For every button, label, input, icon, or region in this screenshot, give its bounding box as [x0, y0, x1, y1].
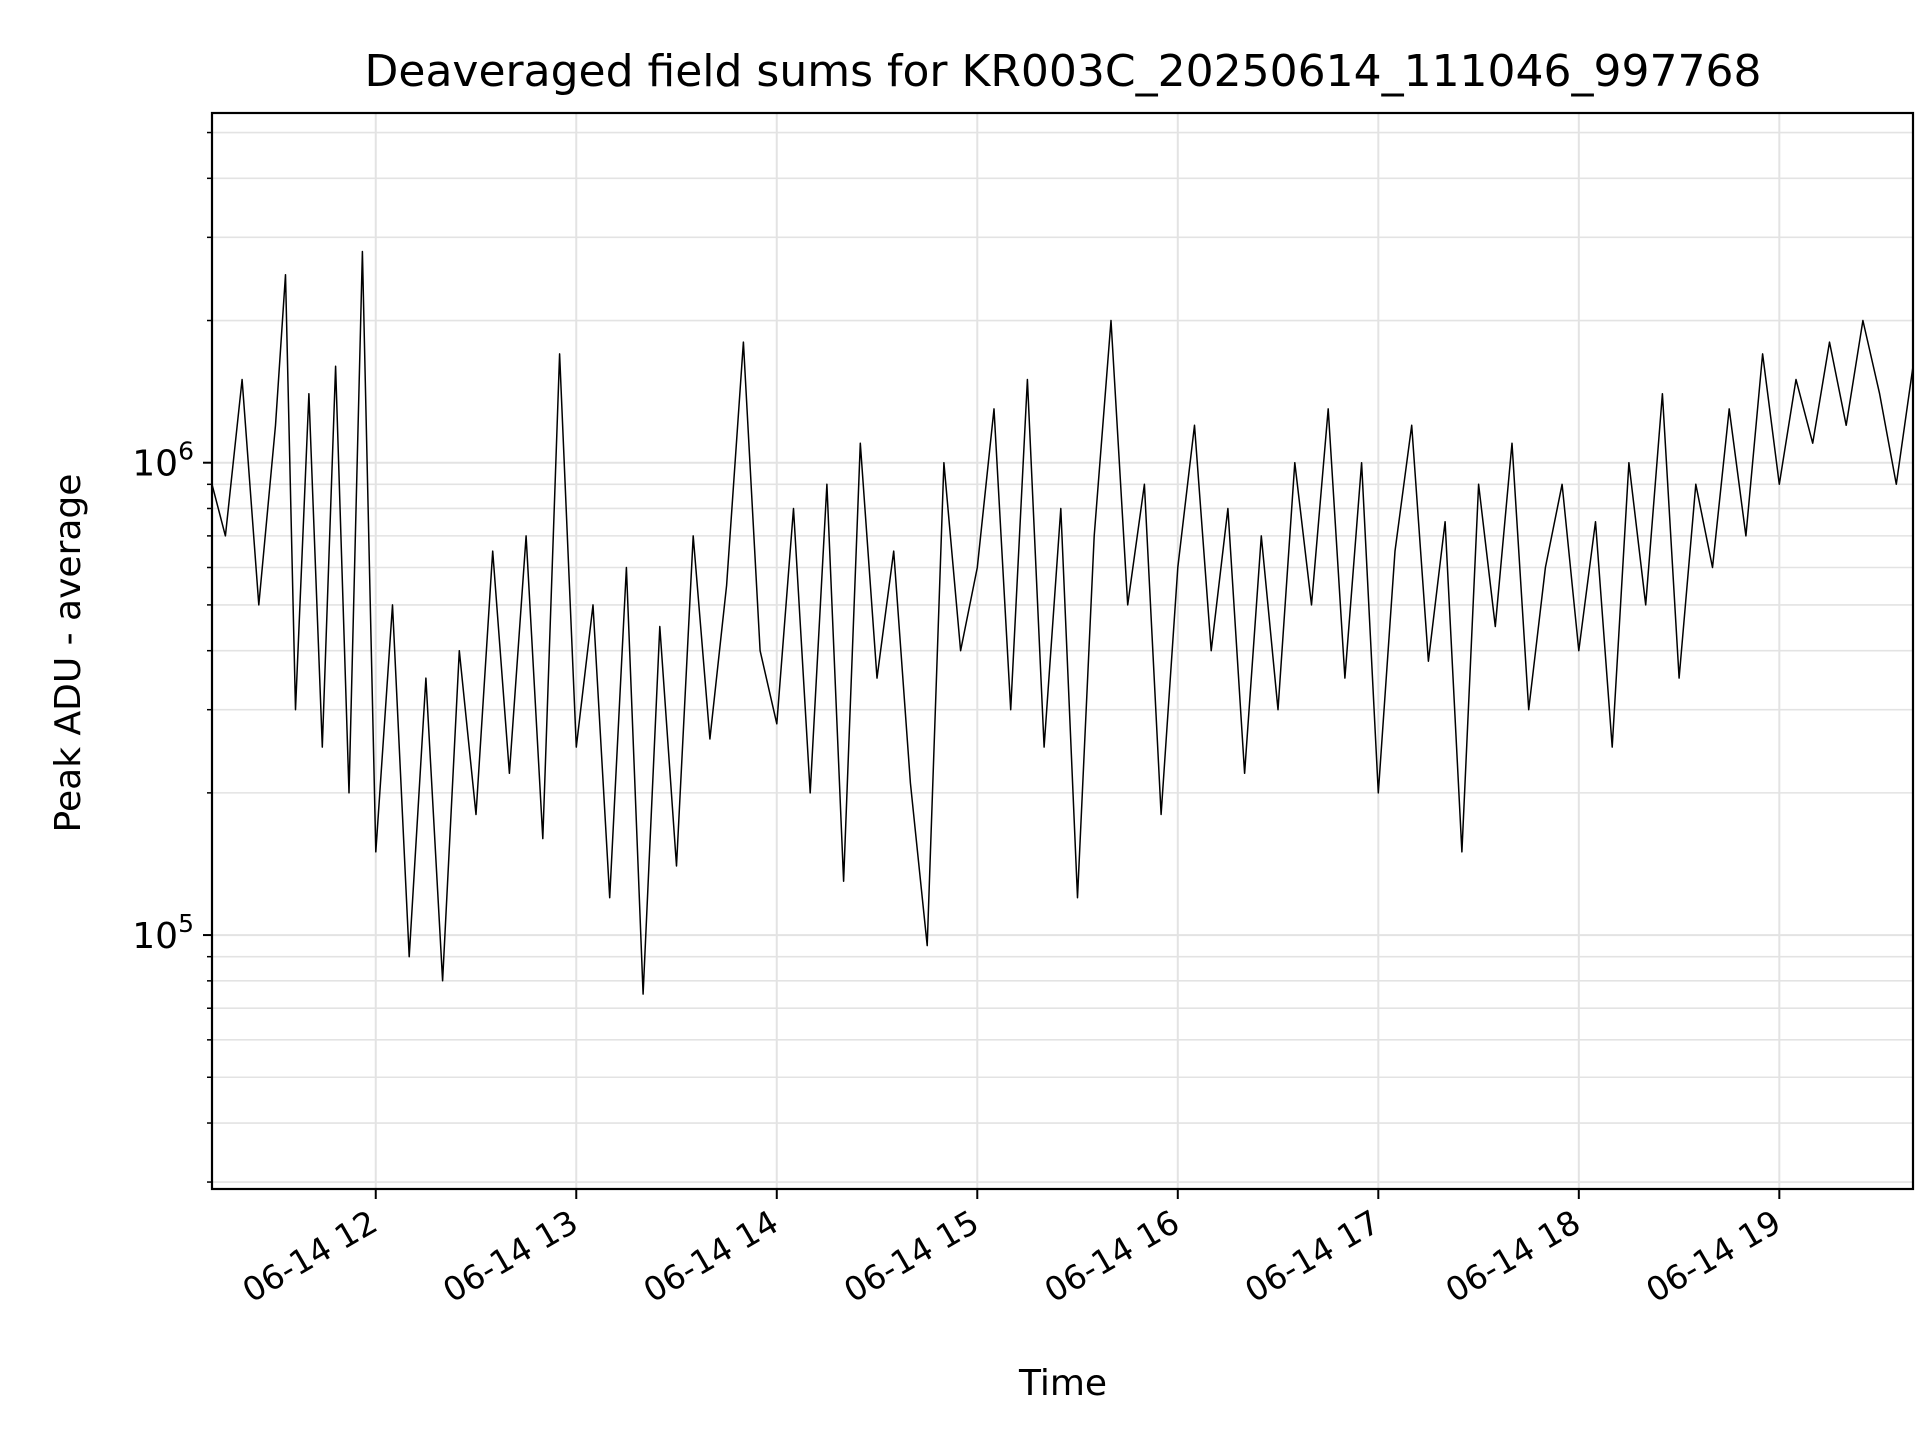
- series-layer: [211, 250, 1914, 995]
- y-tick-label: 105: [132, 909, 194, 957]
- y-tick-label: 106: [132, 437, 194, 485]
- chart-title: Deaveraged field sums for KR003C_2025061…: [365, 46, 1762, 97]
- y-tick-base: 10: [132, 916, 178, 957]
- grid: [212, 113, 1913, 1189]
- x-axis-label: Time: [1018, 1363, 1107, 1404]
- y-tick-base: 10: [132, 444, 178, 485]
- y-tick-exponent: 5: [178, 909, 194, 938]
- series-line: [211, 250, 1914, 995]
- y-axis-label: Peak ADU - average: [48, 474, 89, 833]
- y-tick-exponent: 6: [178, 437, 194, 466]
